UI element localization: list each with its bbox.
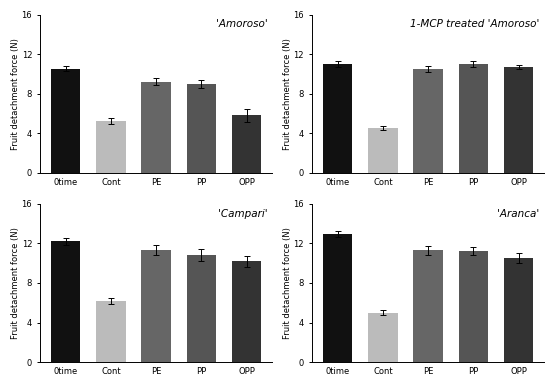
Bar	[96, 121, 125, 173]
Bar	[323, 64, 352, 173]
Bar	[368, 313, 397, 362]
Text: 'Aranca': 'Aranca'	[497, 209, 539, 219]
Text: 1-MCP treated 'Amoroso': 1-MCP treated 'Amoroso'	[410, 19, 539, 29]
Bar	[368, 128, 397, 173]
Bar	[186, 84, 216, 173]
Bar	[504, 258, 533, 362]
Bar	[232, 115, 261, 173]
Text: 'Amoroso': 'Amoroso'	[215, 19, 268, 29]
Bar	[413, 250, 443, 362]
Bar	[413, 69, 443, 173]
Y-axis label: Fruit detachment force (N): Fruit detachment force (N)	[283, 38, 292, 150]
Bar	[142, 250, 171, 362]
Bar	[142, 82, 171, 173]
Y-axis label: Fruit detachment force (N): Fruit detachment force (N)	[11, 227, 20, 339]
Bar	[96, 301, 125, 362]
Bar	[51, 241, 80, 362]
Bar	[504, 67, 533, 173]
Bar	[323, 234, 352, 362]
Bar	[458, 64, 488, 173]
Bar	[51, 69, 80, 173]
Y-axis label: Fruit detachment force (N): Fruit detachment force (N)	[283, 227, 292, 339]
Bar	[458, 252, 488, 362]
Bar	[232, 261, 261, 362]
Y-axis label: Fruit detachment force (N): Fruit detachment force (N)	[11, 38, 20, 150]
Text: 'Campari': 'Campari'	[218, 209, 268, 219]
Bar	[186, 255, 216, 362]
